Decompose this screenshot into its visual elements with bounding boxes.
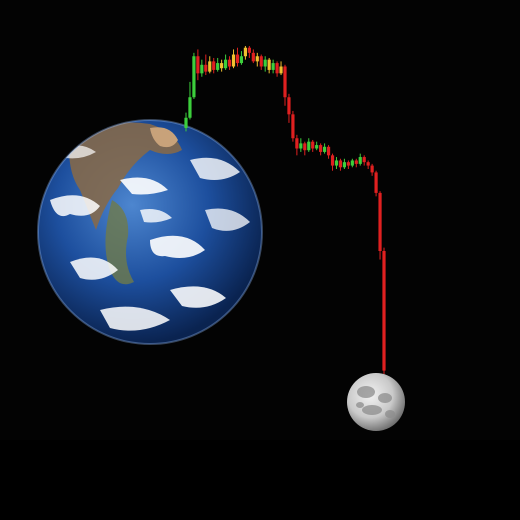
candle-body xyxy=(323,146,327,152)
candle-body xyxy=(227,59,232,67)
candle-body xyxy=(224,59,228,69)
candle-body xyxy=(378,192,382,251)
candle-body xyxy=(326,146,331,156)
candle-body xyxy=(204,64,208,72)
moon-icon xyxy=(347,373,405,431)
candle-body xyxy=(342,162,346,168)
candle-body xyxy=(299,143,303,149)
bottom-band xyxy=(0,440,520,520)
candle-body xyxy=(231,54,236,67)
candle-body xyxy=(291,114,295,139)
candle-body xyxy=(315,145,319,149)
candle-body xyxy=(350,160,354,166)
candle-body xyxy=(220,63,224,69)
candle-body xyxy=(319,145,323,152)
candle-body xyxy=(216,63,220,70)
candle-body xyxy=(243,47,247,57)
candle-body xyxy=(271,63,275,70)
candle-body xyxy=(247,47,251,53)
candle-body xyxy=(235,54,240,64)
candle-body xyxy=(346,162,350,166)
candle-body xyxy=(358,157,362,164)
candle-body xyxy=(208,61,212,72)
candle-body xyxy=(259,56,263,67)
price-candlestick-plot xyxy=(184,46,386,374)
candle-body xyxy=(192,56,196,98)
candle-body xyxy=(255,56,259,62)
candle-body xyxy=(184,117,188,128)
candle-body xyxy=(311,141,315,149)
candle-body xyxy=(275,63,279,74)
candle-body xyxy=(303,143,307,151)
candle-body xyxy=(251,52,255,62)
candle-body xyxy=(370,165,374,173)
candle-body xyxy=(188,97,192,118)
candle-body xyxy=(263,59,267,67)
candle-body xyxy=(283,66,287,98)
candle-body xyxy=(307,141,311,151)
candle-body xyxy=(267,59,271,70)
earth-globe-icon xyxy=(37,119,263,345)
candle-body xyxy=(279,66,283,74)
candle-body xyxy=(362,157,366,163)
candle-body xyxy=(295,138,299,149)
candle-body xyxy=(366,162,370,166)
candle-body xyxy=(354,160,358,164)
candle-body xyxy=(334,160,339,166)
candle-body xyxy=(212,61,216,70)
candle-body xyxy=(196,56,200,74)
candle-body xyxy=(374,172,378,193)
candle-body xyxy=(200,64,204,74)
candle-body xyxy=(382,251,386,371)
candle-body xyxy=(330,155,335,166)
candle-body xyxy=(239,56,244,64)
candle-body xyxy=(338,160,343,168)
candle-body xyxy=(287,97,291,115)
